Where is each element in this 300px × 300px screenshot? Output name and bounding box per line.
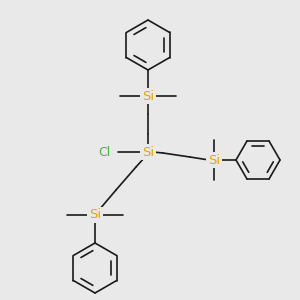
Text: Cl: Cl	[98, 146, 110, 158]
Text: Si: Si	[89, 208, 101, 221]
Text: Si: Si	[142, 89, 154, 103]
Text: Si: Si	[208, 154, 220, 166]
Text: Si: Si	[142, 146, 154, 158]
